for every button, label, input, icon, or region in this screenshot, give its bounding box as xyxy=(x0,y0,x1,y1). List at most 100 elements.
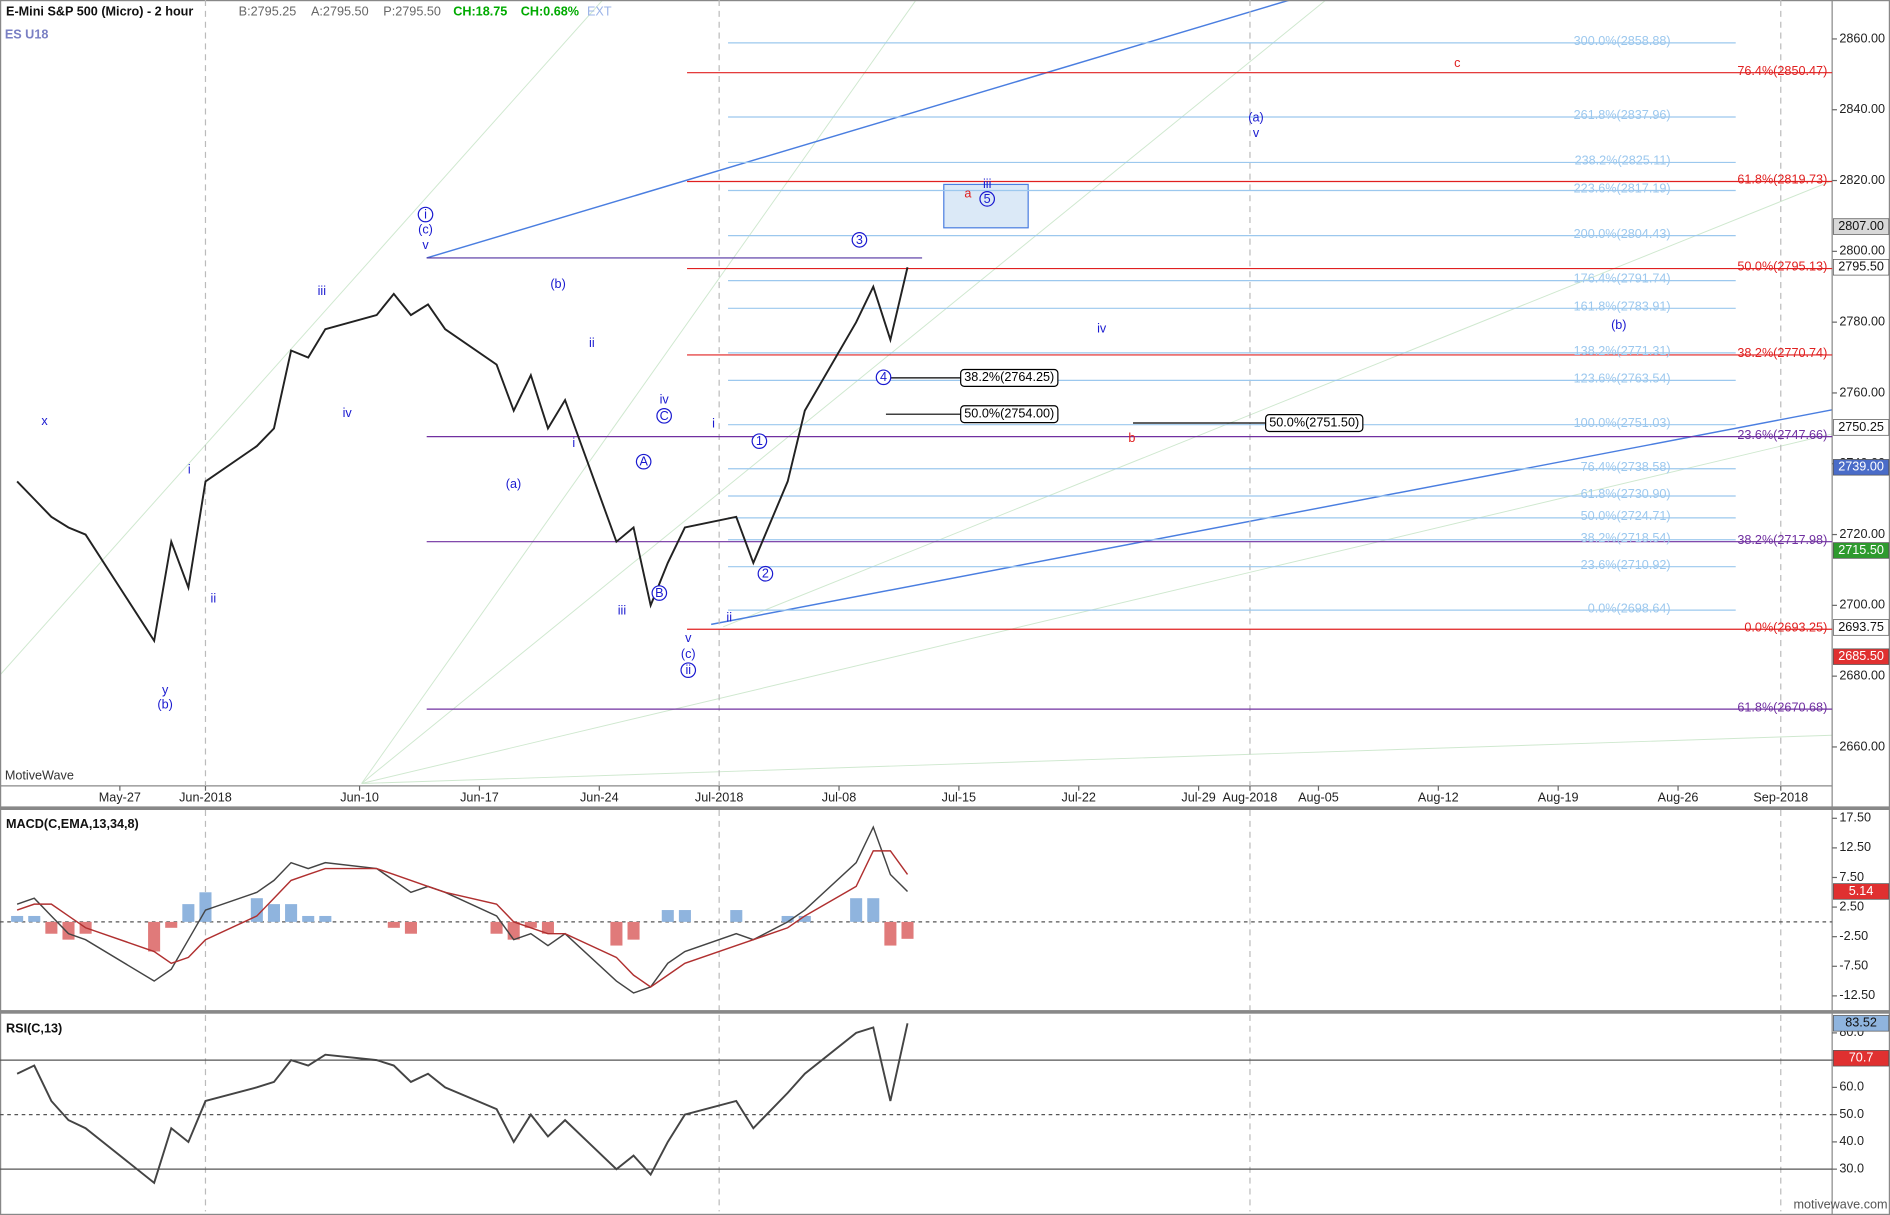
wave-label: C xyxy=(660,409,669,423)
y-tick-label: -2.50 xyxy=(1839,929,1868,943)
quote-item: P:2795.50 xyxy=(383,4,441,18)
chart-title: E-Mini S&P 500 (Micro) - 2 hour xyxy=(6,4,193,18)
y-tick-label: 2.50 xyxy=(1839,899,1864,913)
price-badge-label: 2750.25 xyxy=(1838,420,1884,434)
panel-divider xyxy=(0,806,1890,810)
wave-label: (c) xyxy=(418,223,433,237)
price-badge-label: 2693.75 xyxy=(1838,620,1884,634)
wave-label: c xyxy=(1454,56,1460,70)
x-tick-label: Jul-15 xyxy=(942,790,976,804)
wave-circle xyxy=(635,453,652,470)
x-tick-label: Aug-2018 xyxy=(1223,790,1278,804)
price-badge xyxy=(1832,1015,1890,1032)
price-line xyxy=(16,267,909,644)
y-tick-label: 40.0 xyxy=(1839,1134,1864,1148)
wave-circle xyxy=(751,433,768,449)
fib-label: 38.2%(2718.54) xyxy=(1581,531,1671,545)
histogram-bar xyxy=(490,921,503,934)
fib-label: 0.0%(2693.25) xyxy=(1744,620,1827,634)
y-tick-label: 30.0 xyxy=(1839,1161,1864,1175)
fib-label: 61.8%(2670.68) xyxy=(1737,700,1827,714)
histogram-bar xyxy=(250,898,263,922)
x-tick-label: Aug-12 xyxy=(1418,790,1459,804)
histogram-bar xyxy=(45,921,58,934)
histogram-bar xyxy=(730,910,743,922)
panel-title: RSI(C,13) xyxy=(6,1022,62,1036)
wave-label: A xyxy=(639,455,648,469)
fib-label: 223.6%(2817.19) xyxy=(1574,182,1671,196)
wave-label: iv xyxy=(343,406,353,420)
y-tick-label: 2800.00 xyxy=(1839,244,1885,258)
price-badge xyxy=(1832,459,1890,476)
histogram-bar xyxy=(507,921,520,940)
wave-label: 3 xyxy=(856,233,863,247)
wave-circle xyxy=(680,662,697,679)
fib-label: 23.6%(2710.92) xyxy=(1581,558,1671,572)
y-tick-label: 2660.00 xyxy=(1839,739,1885,753)
x-tick-label: Jun-17 xyxy=(460,790,499,804)
wave-label: i xyxy=(188,462,191,476)
fib-label: 23.6%(2747.66) xyxy=(1737,428,1827,442)
price-badge xyxy=(1832,883,1890,900)
price-badge xyxy=(1832,1050,1890,1067)
y-tick-label: 2780.00 xyxy=(1839,314,1885,328)
price-badge xyxy=(1832,259,1890,276)
wave-label: iii xyxy=(983,177,991,191)
wave-label: 5 xyxy=(984,192,991,206)
wave-label: v xyxy=(685,631,692,645)
price-badge xyxy=(1832,218,1890,235)
y-tick-label: -7.50 xyxy=(1839,959,1868,973)
histogram-bar xyxy=(267,904,280,922)
fib-label: 38.2%(2764.25) xyxy=(964,370,1054,384)
wave-label: i xyxy=(572,436,575,450)
quote-item: CH:18.75 xyxy=(453,4,507,18)
histogram-bar xyxy=(524,921,537,928)
wave-label: v xyxy=(1253,126,1260,140)
wave-label: (a) xyxy=(506,477,521,491)
quote-item: B:2795.25 xyxy=(239,4,297,18)
fib-label: 176.4%(2791.74) xyxy=(1574,272,1671,286)
histogram-bar xyxy=(867,898,880,922)
y-tick-label: 2680.00 xyxy=(1839,668,1885,682)
fib-label: 50.0%(2724.71) xyxy=(1581,509,1671,523)
histogram-bar xyxy=(884,921,897,946)
histogram-bar xyxy=(798,915,811,922)
fib-label: 61.8%(2730.90) xyxy=(1581,487,1671,501)
wave-label: ii xyxy=(726,611,732,625)
fib-label: 238.2%(2825.11) xyxy=(1575,154,1671,168)
wave-label: 1 xyxy=(756,434,763,448)
histogram-bar xyxy=(28,915,41,922)
price-badge-label: 70.7 xyxy=(1849,1051,1874,1065)
indicator-line xyxy=(16,850,909,988)
fib-label-box xyxy=(960,405,1059,424)
wave-label: iii xyxy=(618,603,626,617)
wave-label: (b) xyxy=(1611,318,1626,332)
histogram-bar xyxy=(404,921,417,934)
y-tick-label: 2840.00 xyxy=(1839,102,1885,116)
price-line xyxy=(16,1023,909,1185)
histogram-bar xyxy=(182,904,195,922)
x-tick-label: Jul-2018 xyxy=(695,790,744,804)
histogram-bar xyxy=(610,921,623,946)
y-tick-label: 2700.00 xyxy=(1839,598,1885,612)
wave-label: ii xyxy=(589,336,595,350)
wave-label: (b) xyxy=(550,277,565,291)
wave-label: B xyxy=(655,586,663,600)
wave-circle xyxy=(417,206,434,223)
fan-lines xyxy=(0,0,1833,784)
y-tick-label: 17.50 xyxy=(1839,811,1871,825)
histogram-bar xyxy=(541,921,554,934)
wave-circle xyxy=(851,232,868,248)
histogram-bar xyxy=(781,915,794,922)
fib-label-box xyxy=(1265,413,1364,433)
fib-label: 38.2%(2770.74) xyxy=(1737,346,1827,360)
fib-label: 0.0%(2698.64) xyxy=(1588,601,1671,615)
x-tick-label: Jul-08 xyxy=(822,790,856,804)
y-tick-label: 2720.00 xyxy=(1839,527,1885,541)
wave-label: x xyxy=(41,414,48,428)
wave-label: i xyxy=(712,417,715,431)
histogram-bar xyxy=(678,910,691,922)
